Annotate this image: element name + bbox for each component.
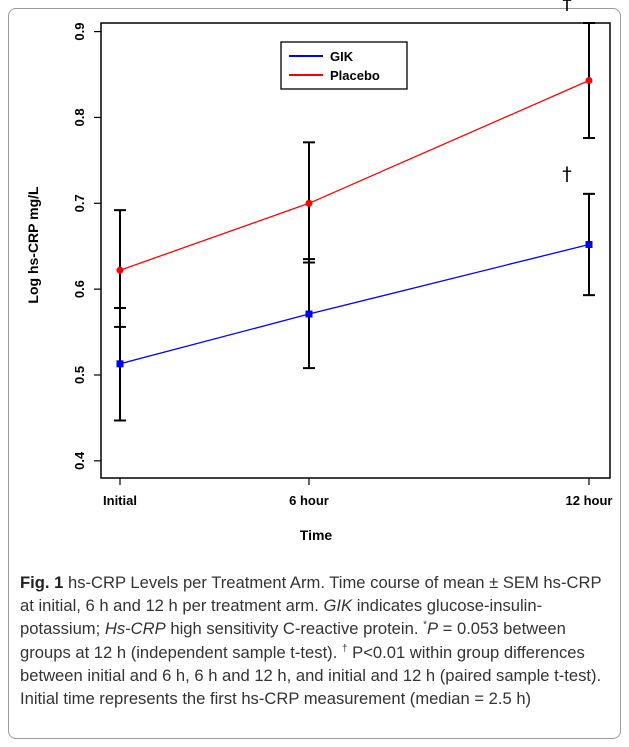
y-tick-label: 0.4 [72, 451, 87, 470]
data-point [305, 199, 313, 207]
caption-p-variable: P [426, 619, 439, 639]
data-point [116, 360, 124, 368]
figure-frame [8, 8, 621, 739]
data-point [585, 240, 593, 248]
caption-text: indicates glucose-insulin-potassium; [20, 596, 543, 639]
significance-mark: † [562, 0, 572, 14]
caption-text: = 0.053 between groups at 12 h (independ… [20, 619, 566, 662]
y-tick-label: 0.5 [72, 366, 87, 384]
y-tick-label: 0.9 [72, 23, 87, 41]
y-tick-label: 0.6 [72, 280, 87, 298]
series-line [119, 79, 590, 271]
caption-abbr-hscrp: Hs-CRP [104, 619, 166, 639]
caption-abbr-gik: GIK [323, 596, 353, 616]
caption-text: Time course of mean ± SEM hs-CRP at init… [20, 573, 602, 616]
x-axis: Initial 6 hour 12 hour [103, 478, 612, 508]
y-tick-label: 0.8 [72, 108, 87, 126]
figure-label: Fig. 1 [20, 573, 64, 592]
y-tick-label: 0.7 [72, 194, 87, 212]
caption-text: P˂0.01 within group differences between … [20, 642, 602, 709]
y-axis: 0.4 0.5 0.6 0.7 0.8 0.9 [72, 23, 101, 470]
legend-label: Placebo [330, 68, 380, 83]
legend: GIK Placebo [280, 41, 408, 90]
y-axis-label: Log hs-CRP mg/L [25, 186, 41, 304]
plot-area [100, 22, 611, 479]
caption-superscript: * [423, 619, 427, 631]
x-axis-label: Time [300, 527, 333, 543]
data-point [305, 310, 313, 318]
series-layer: †*† [114, 0, 595, 422]
x-tick-label: 12 hour [566, 493, 613, 508]
data-point [585, 77, 593, 85]
data-point [116, 266, 124, 274]
figure-caption: Fig. 1 hs-CRP Levels per Treatment Arm. … [20, 571, 612, 710]
x-tick-label: 6 hour [289, 493, 329, 508]
legend-label: GIK [330, 49, 354, 64]
series-line [119, 243, 590, 365]
x-tick-label: Initial [103, 493, 137, 508]
significance-mark: † [562, 163, 572, 185]
caption-text: high sensitivity C-reactive protein. [170, 619, 419, 639]
caption-superscript: † [341, 643, 348, 655]
legend-box [280, 41, 408, 90]
caption-title: hs-CRP Levels per Treatment Arm. [67, 573, 325, 592]
line-chart: 0.40.50.60.70.80.9 Initial 6 hour 12 hour … [25, 0, 612, 543]
